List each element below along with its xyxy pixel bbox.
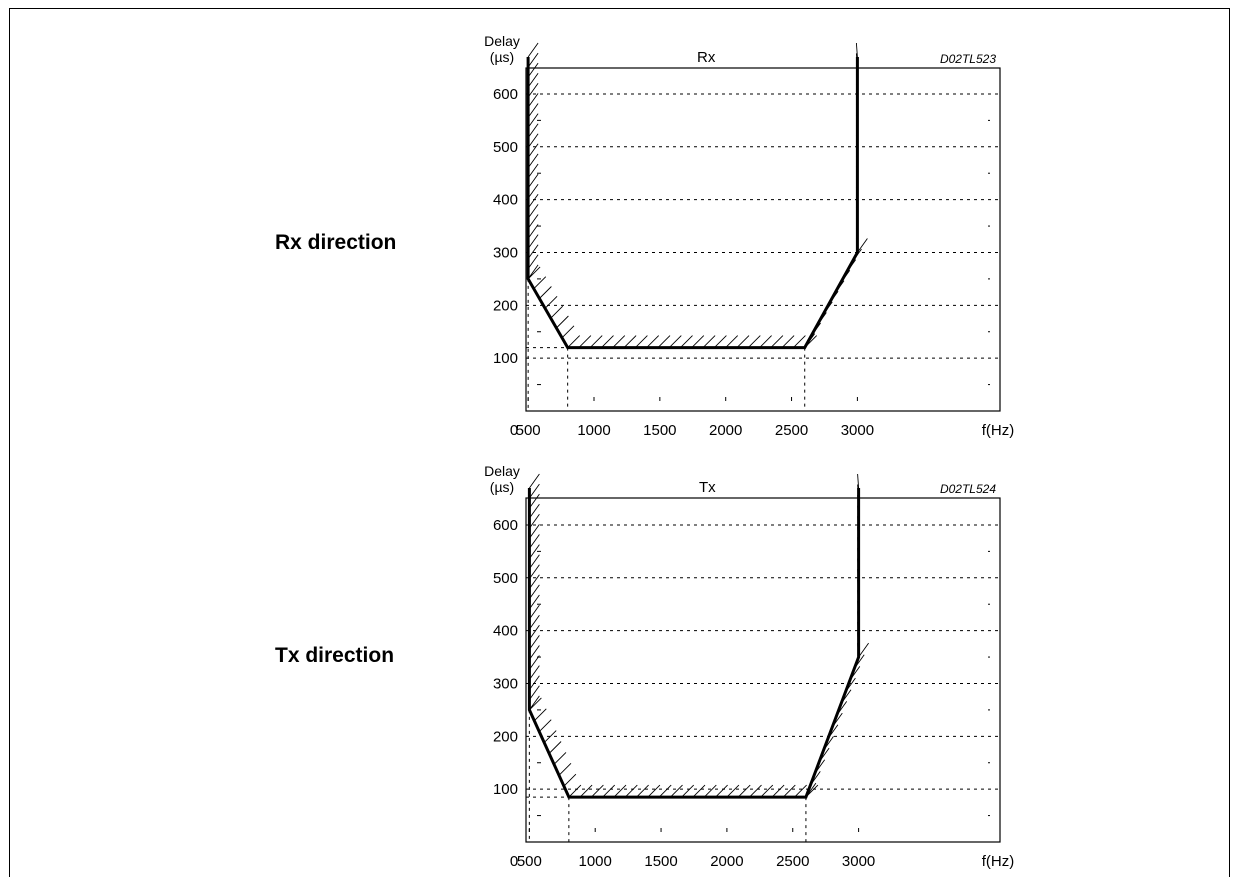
rx-x-tick-label-1500: 1500	[643, 422, 676, 439]
tx-x-tick-label-2000: 2000	[710, 853, 743, 870]
tx-x-tick-label-500: 500	[517, 853, 542, 870]
rx-y-tick-label-200: 200	[493, 297, 518, 314]
tx-delay-mask-line	[527, 488, 861, 799]
rx-origin-label: 0	[510, 422, 518, 439]
rx-plot-area	[525, 67, 1001, 412]
tx-direction-label: Tx direction	[275, 644, 395, 667]
tx-y-axis-label-line1: Delay	[484, 463, 520, 479]
tx-plot-area	[525, 497, 1001, 843]
rx-x-tick-label-2500: 2500	[775, 422, 808, 439]
tx-figure-code: D02TL524	[940, 482, 996, 496]
rx-y-tick-label-500: 500	[493, 139, 518, 156]
rx-y-tick-label-600: 600	[493, 86, 518, 103]
rx-chart-title: Rx	[697, 49, 716, 66]
tx-x-tick-label-3000: 3000	[842, 853, 875, 870]
tx-y-tick-label-600: 600	[493, 517, 518, 534]
rx-y-tick-label-400: 400	[493, 192, 518, 209]
tx-y-tick-label-200: 200	[493, 728, 518, 745]
rx-x-tick-label-500: 500	[516, 422, 541, 439]
rx-y-axis-label-line1: Delay	[484, 33, 520, 49]
rx-y-axis-label-line2: (µs)	[490, 49, 514, 65]
rx-x-tick-label-3000: 3000	[841, 422, 874, 439]
rx-x-tick-label-2000: 2000	[709, 422, 742, 439]
rx-mask-hatching	[527, 42, 868, 348]
rx-y-tick-label-100: 100	[493, 350, 518, 367]
tx-mask-hatching	[529, 473, 869, 798]
rx-figure-code: D02TL523	[940, 52, 996, 66]
tx-x-tick-label-2500: 2500	[776, 853, 809, 870]
page-frame	[9, 8, 1230, 877]
tx-y-tick-label-300: 300	[493, 675, 518, 692]
rx-direction-label: Rx direction	[275, 231, 397, 254]
tx-y-tick-label-500: 500	[493, 570, 518, 587]
rx-delay-mask-line	[526, 57, 859, 350]
tx-x-tick-label-1500: 1500	[644, 853, 677, 870]
tx-y-axis-label-line2: (µs)	[490, 479, 514, 495]
rx-y-tick-label-300: 300	[493, 244, 518, 261]
tx-origin-label: 0	[510, 853, 518, 870]
tx-y-tick-label-100: 100	[493, 781, 518, 798]
tx-chart-title: Tx	[699, 479, 716, 496]
tx-x-axis-label: f(Hz)	[982, 853, 1015, 870]
rx-x-tick-label-1000: 1000	[577, 422, 610, 439]
rx-x-axis-label: f(Hz)	[982, 422, 1015, 439]
tx-x-tick-label-1000: 1000	[579, 853, 612, 870]
tx-y-tick-label-400: 400	[493, 623, 518, 640]
